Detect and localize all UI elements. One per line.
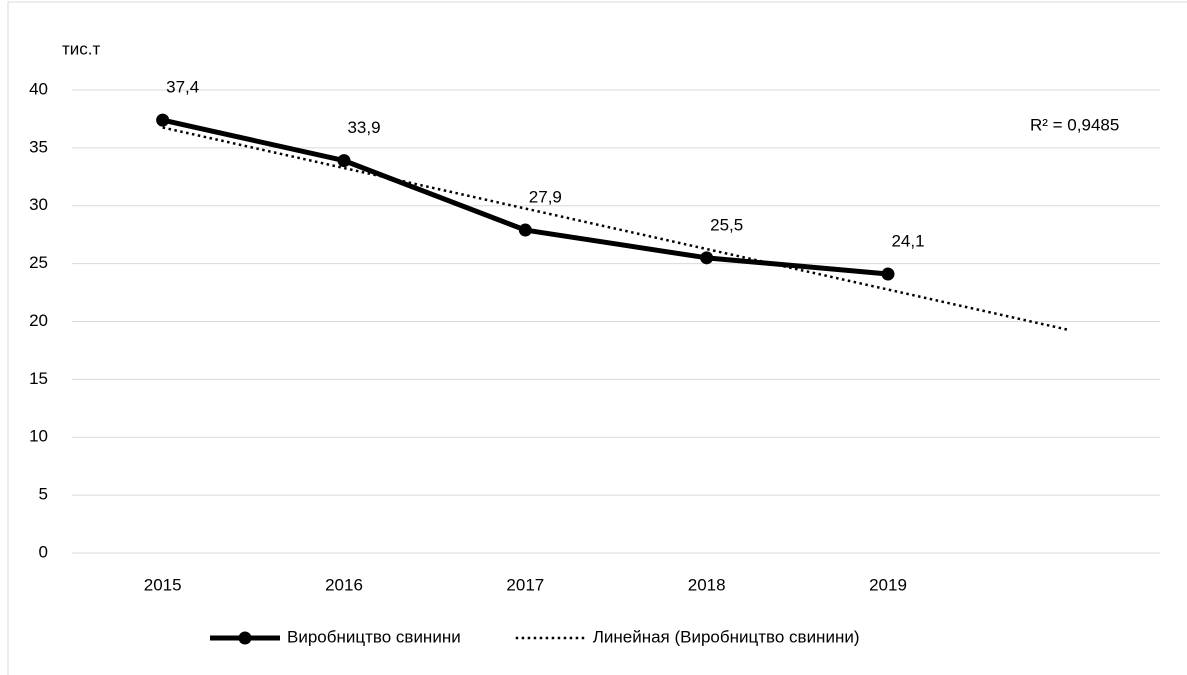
y-tick-label: 20	[29, 311, 48, 330]
x-tick-label: 2015	[144, 575, 182, 594]
y-tick-label: 25	[29, 253, 48, 272]
legend-label: Линейная (Виробництво свинини)	[593, 627, 860, 646]
chart-frame	[7, 1, 1187, 675]
data-label: 25,5	[710, 215, 743, 234]
y-tick-label: 10	[29, 427, 48, 446]
marker	[337, 154, 351, 168]
marker	[156, 113, 170, 127]
y-tick-label: 5	[39, 485, 48, 504]
legend-marker	[238, 631, 252, 645]
y-tick-label: 30	[29, 195, 48, 214]
data-label: 27,9	[529, 188, 562, 207]
y-tick-label: 40	[29, 79, 48, 98]
y-tick-label: 35	[29, 137, 48, 156]
series-line	[162, 126, 1070, 332]
series-line	[162, 117, 889, 277]
annotation: R² = 0,9485	[1030, 115, 1119, 134]
marker	[700, 251, 714, 265]
data-label: 33,9	[347, 118, 380, 137]
y-tick-label: 15	[29, 369, 48, 388]
x-tick-label: 2017	[506, 575, 544, 594]
marker	[881, 267, 895, 281]
x-tick-label: 2019	[869, 575, 907, 594]
x-tick-label: 2016	[325, 575, 363, 594]
legend-label: Виробництво свинини	[287, 627, 461, 646]
x-tick-label: 2018	[688, 575, 726, 594]
marker	[518, 223, 532, 237]
y-axis-label: тис.т	[62, 39, 101, 58]
data-label: 24,1	[891, 232, 924, 251]
data-label: 37,4	[166, 78, 199, 97]
y-tick-label: 0	[39, 542, 48, 561]
